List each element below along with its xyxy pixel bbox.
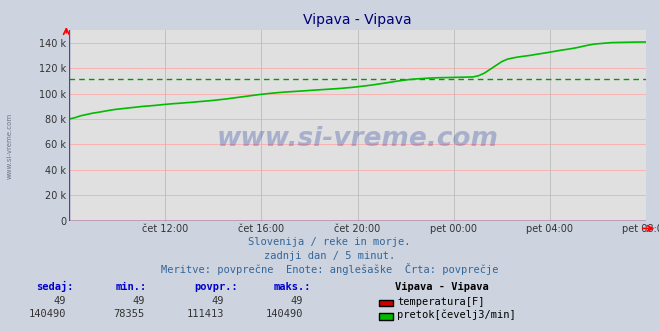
Text: povpr.:: povpr.: [194, 283, 238, 292]
Text: Meritve: povprečne  Enote: anglešaške  Črta: povprečje: Meritve: povprečne Enote: anglešaške Črt… [161, 263, 498, 275]
Text: www.si-vreme.com: www.si-vreme.com [6, 113, 13, 179]
Text: maks.:: maks.: [273, 283, 311, 292]
Text: 49: 49 [212, 296, 224, 306]
Text: pretok[čevelj3/min]: pretok[čevelj3/min] [397, 309, 516, 320]
Text: Vipava - Vipava: Vipava - Vipava [395, 283, 489, 292]
Title: Vipava - Vipava: Vipava - Vipava [303, 13, 412, 27]
Text: temperatura[F]: temperatura[F] [397, 297, 485, 307]
Text: 140490: 140490 [28, 309, 66, 319]
Text: zadnji dan / 5 minut.: zadnji dan / 5 minut. [264, 251, 395, 261]
Text: 78355: 78355 [114, 309, 145, 319]
Text: www.si-vreme.com: www.si-vreme.com [217, 126, 498, 152]
Text: Slovenija / reke in morje.: Slovenija / reke in morje. [248, 237, 411, 247]
Text: 111413: 111413 [186, 309, 224, 319]
Text: sedaj:: sedaj: [36, 282, 74, 292]
Text: 140490: 140490 [266, 309, 303, 319]
Text: 49: 49 [53, 296, 66, 306]
Text: min.:: min.: [115, 283, 146, 292]
Text: 49: 49 [291, 296, 303, 306]
Text: 49: 49 [132, 296, 145, 306]
